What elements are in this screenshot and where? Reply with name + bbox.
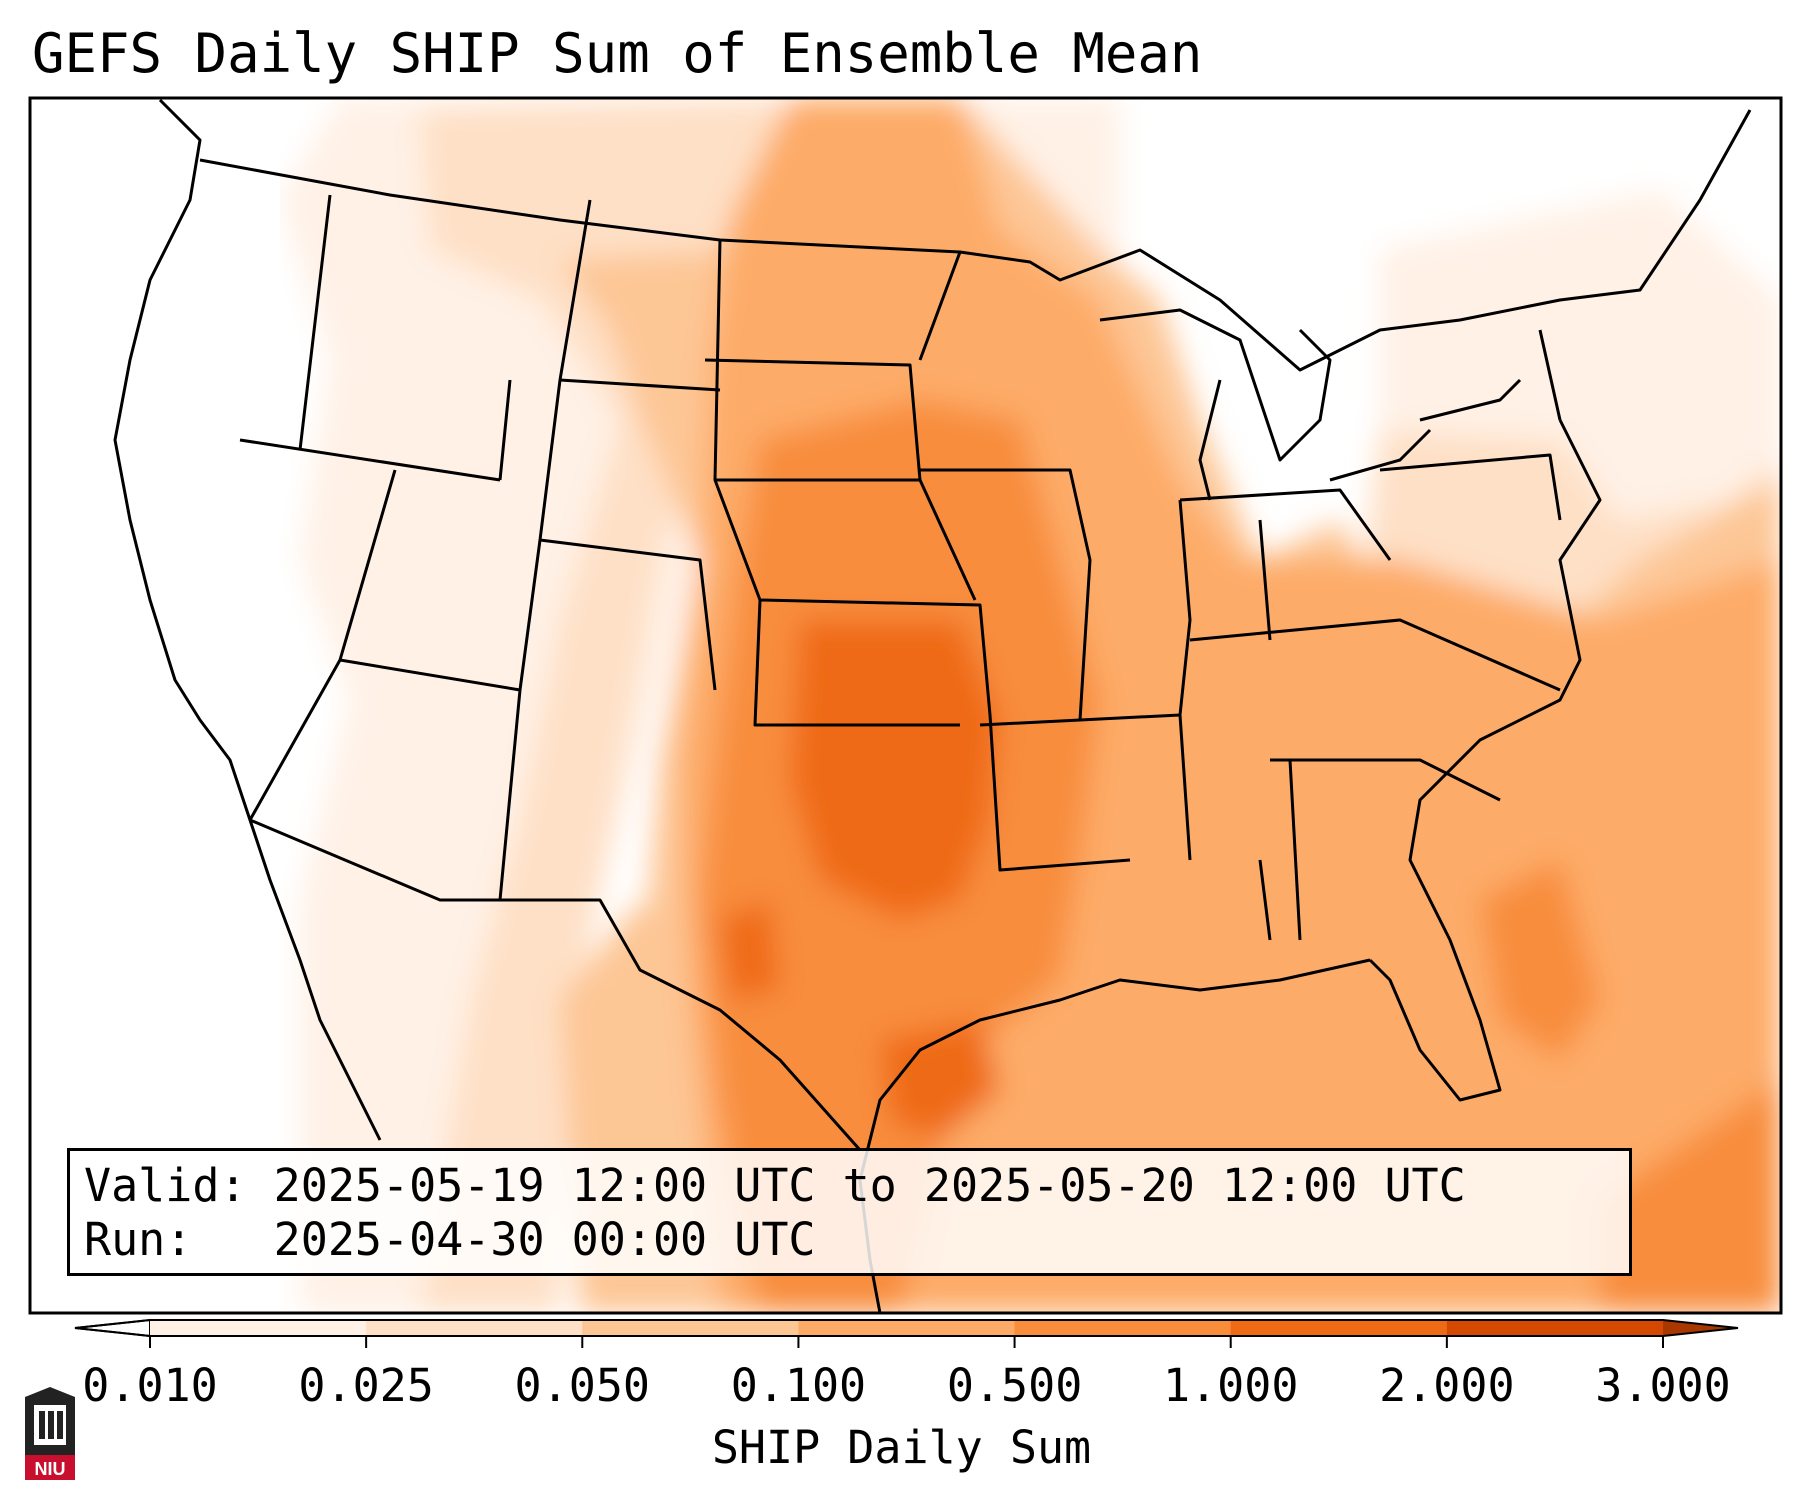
- colorbar-bin-4: [1014, 1320, 1232, 1336]
- colorbar-tick-label: 0.500: [946, 1359, 1083, 1412]
- valid-label: Valid:: [84, 1159, 247, 1212]
- coastline-east: [1368, 419, 1602, 1102]
- colorbar-tick-label: 3.000: [1595, 1359, 1731, 1412]
- colorbar-extend-low: [74, 1318, 151, 1338]
- valid-value: 2025-05-19 12:00 UTC to 2025-05-20 12:00…: [273, 1159, 1466, 1212]
- map-frame: [28, 96, 1783, 1315]
- field-0-500-atl: [1480, 860, 1600, 1060]
- run-line: Run: 2025-04-30 00:00 UTC: [84, 1213, 1615, 1267]
- state-lines-east: [1178, 329, 1562, 941]
- colorbar-tick-label: 0.050: [514, 1359, 651, 1412]
- map-title: GEFS Daily SHIP Sum of Ensemble Mean: [32, 22, 1203, 85]
- colorbar-tick-label: 0.010: [82, 1359, 218, 1412]
- colorbar-extend-high: [1663, 1320, 1738, 1336]
- coastline-west: [113, 98, 382, 1141]
- canada-us-border: [199, 109, 1752, 372]
- colorbar-label: SHIP Daily Sum: [711, 1421, 1092, 1474]
- field-1-000: [790, 620, 1000, 920]
- run-label: Run:: [84, 1213, 193, 1266]
- colorbar-bin-5: [1230, 1320, 1448, 1336]
- valid-line: Valid: 2025-05-19 12:00 UTC to 2025-05-2…: [84, 1159, 1615, 1213]
- us-mexico-border: [249, 818, 862, 1151]
- colorbar-bin-6: [1446, 1320, 1664, 1336]
- colorbar: [74, 1318, 1739, 1348]
- state-lines-west: [239, 194, 721, 901]
- field-1-000-gulf: [880, 1020, 1000, 1140]
- field-0-500-se: [1600, 1080, 1781, 1313]
- run-value: 2025-04-30 00:00 UTC: [273, 1213, 816, 1266]
- colorbar-bin-2: [582, 1320, 799, 1336]
- niu-logo: NIU: [25, 1387, 75, 1480]
- colorbar-tick-label: 1.000: [1162, 1359, 1299, 1412]
- colorbar-tick-label: 0.100: [730, 1359, 867, 1412]
- colorbar-tick-label: 0.025: [298, 1359, 434, 1412]
- colorbar-bin-3: [798, 1320, 1016, 1336]
- colorbar-bin-0: [150, 1320, 367, 1336]
- colorbar-bin-1: [366, 1320, 583, 1336]
- field-1-000-tx: [720, 900, 780, 1000]
- great-lakes: [1099, 308, 1522, 501]
- info-box: Valid: 2025-05-19 12:00 UTC to 2025-05-2…: [67, 1148, 1632, 1276]
- colorbar-tick-label: 2.000: [1379, 1359, 1515, 1412]
- state-lines-central: [704, 239, 1181, 872]
- logo-text: NIU: [35, 1459, 66, 1479]
- ship-field: [30, 98, 1781, 1313]
